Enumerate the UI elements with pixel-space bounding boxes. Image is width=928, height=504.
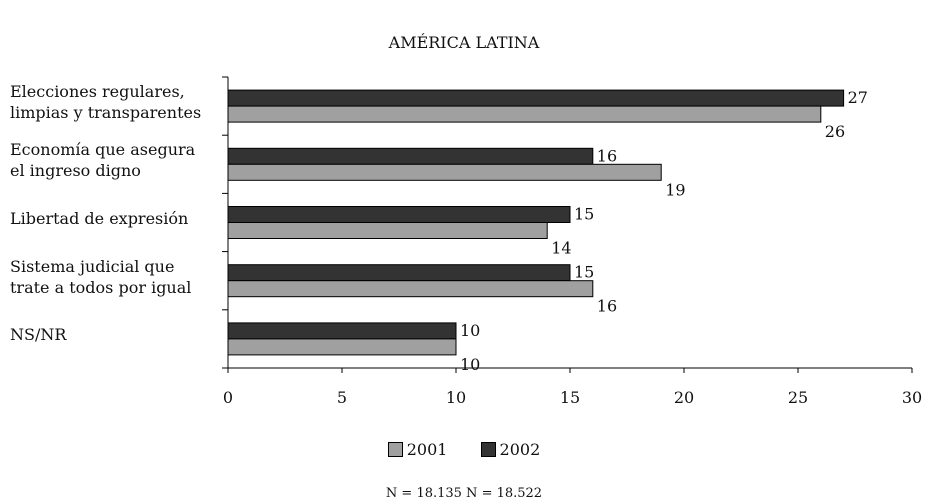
category-label-line: limpias y transparentes bbox=[10, 103, 202, 123]
data-label-2001-4: 10 bbox=[460, 355, 480, 374]
x-tick-label: 5 bbox=[337, 388, 347, 407]
x-tick-label: 10 bbox=[446, 388, 466, 407]
legend-item-2002: 2002 bbox=[480, 440, 541, 459]
category-label: Elecciones regulares, limpias y transpare… bbox=[10, 81, 220, 123]
data-label-2002-0: 27 bbox=[848, 88, 868, 107]
category-label: NS/NR bbox=[10, 324, 220, 345]
category-label-line: Economía que asegura bbox=[10, 140, 196, 160]
legend-swatch-2001 bbox=[387, 442, 403, 457]
category-label-line: trate a todos por igual bbox=[10, 277, 192, 297]
data-label-2001-3: 16 bbox=[597, 297, 617, 316]
legend-label-2002: 2002 bbox=[499, 440, 541, 459]
data-label-2002-3: 15 bbox=[574, 263, 594, 282]
bar-2001-1 bbox=[227, 163, 662, 181]
x-tick-label: 0 bbox=[223, 388, 233, 407]
bar-2002-2 bbox=[227, 206, 571, 223]
data-label-2001-2: 14 bbox=[551, 239, 571, 258]
bar-2002-3 bbox=[227, 264, 571, 282]
legend-label-2001: 2001 bbox=[406, 440, 448, 459]
x-tick-label: 15 bbox=[560, 388, 580, 407]
category-label: Libertad de expresión bbox=[10, 208, 220, 229]
sample-size-note: N = 18.135 N = 18.522 bbox=[385, 486, 543, 501]
bar-2001-2 bbox=[227, 222, 548, 239]
x-tick-label: 25 bbox=[788, 388, 808, 407]
category-label-line: Libertad de expresión bbox=[10, 209, 189, 228]
category-label: Sistema judicial que trate a todos por ig… bbox=[10, 256, 220, 298]
legend-item-2001: 2001 bbox=[387, 440, 448, 459]
bar-2002-1 bbox=[227, 147, 594, 165]
bar-2001-4 bbox=[227, 338, 457, 356]
x-tick-label: 30 bbox=[902, 388, 922, 407]
category-label-line: NS/NR bbox=[10, 325, 67, 345]
data-label-2001-1: 19 bbox=[665, 180, 685, 199]
data-label-2002-4: 10 bbox=[460, 321, 480, 340]
bar-2001-0 bbox=[227, 105, 822, 123]
category-label-line: Elecciones regulares, bbox=[10, 82, 185, 102]
bar-2002-4 bbox=[227, 322, 457, 340]
category-label-line: Sistema judicial que bbox=[10, 256, 175, 276]
bar-2001-3 bbox=[227, 280, 594, 298]
data-label-2001-0: 26 bbox=[825, 122, 845, 141]
data-label-2002-1: 16 bbox=[597, 146, 617, 165]
legend-swatch-2002 bbox=[480, 442, 496, 457]
data-label-2002-2: 15 bbox=[574, 205, 594, 224]
x-tick-label: 20 bbox=[674, 388, 694, 407]
legend: 2001 2002 bbox=[0, 440, 928, 461]
category-label-line: el ingreso digno bbox=[10, 161, 141, 181]
chart-title: AMÉRICA LATINA bbox=[388, 33, 540, 52]
bar-2002-0 bbox=[227, 89, 845, 107]
category-label: Economía que asegura el ingreso digno bbox=[10, 139, 220, 181]
